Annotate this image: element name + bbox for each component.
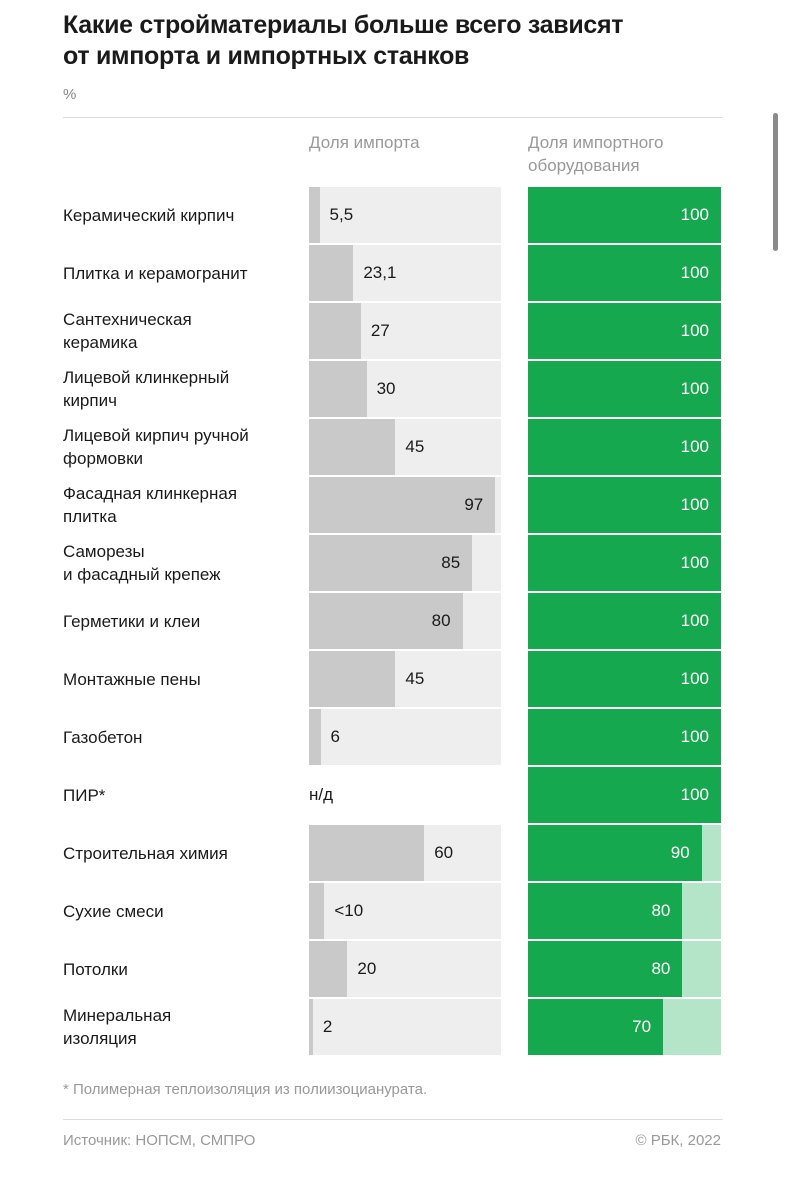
category-label: Саморезы и фасадный крепеж bbox=[63, 542, 221, 584]
column-header: Доля импорта bbox=[309, 133, 420, 152]
bar bbox=[309, 303, 361, 359]
bar bbox=[528, 419, 721, 475]
value-label: 60 bbox=[434, 843, 454, 862]
value-label: 20 bbox=[357, 959, 377, 978]
bar bbox=[528, 187, 721, 243]
divider bbox=[63, 117, 723, 118]
bar-background bbox=[309, 999, 501, 1055]
value-label: 45 bbox=[405, 669, 425, 688]
bar-background bbox=[309, 709, 501, 765]
scrollbar bbox=[773, 113, 778, 251]
value-label: 100 bbox=[680, 727, 709, 746]
category-label: Герметики и клеи bbox=[63, 611, 201, 631]
value-label: 100 bbox=[680, 495, 709, 514]
category-label: Лицевой кирпич ручной формовки bbox=[63, 426, 249, 468]
bar bbox=[528, 709, 721, 765]
value-label: 23,1 bbox=[363, 263, 397, 282]
bar bbox=[309, 245, 354, 301]
category-label: Лицевой клинкерный кирпич bbox=[63, 368, 230, 410]
bar bbox=[528, 245, 721, 301]
unit-label: % bbox=[63, 86, 77, 103]
value-label: 100 bbox=[680, 379, 709, 398]
bar bbox=[528, 361, 721, 417]
bar bbox=[309, 477, 496, 533]
value-label: н/д bbox=[309, 785, 334, 804]
divider bbox=[63, 1119, 723, 1120]
category-label: Сантехническая керамика bbox=[63, 310, 192, 352]
category-label: Фасадная клинкерная плитка bbox=[63, 484, 238, 526]
bar bbox=[309, 535, 473, 591]
value-label: <10 bbox=[334, 901, 364, 920]
bar bbox=[528, 767, 721, 823]
chart-title: Какие стройматериалы больше всего завися… bbox=[63, 11, 624, 70]
bar bbox=[528, 477, 721, 533]
value-label: 100 bbox=[680, 263, 709, 282]
bar bbox=[309, 593, 463, 649]
bar-background bbox=[309, 883, 501, 939]
category-label: Строительная химия bbox=[63, 843, 228, 863]
bar bbox=[528, 825, 702, 881]
column-header: Доля импортного оборудования bbox=[528, 133, 664, 175]
category-label: Потолки bbox=[63, 959, 128, 979]
category-label: ПИР* bbox=[63, 785, 106, 805]
bar bbox=[309, 361, 367, 417]
value-label: 100 bbox=[680, 437, 709, 456]
bar bbox=[528, 535, 721, 591]
value-label: 100 bbox=[680, 553, 709, 572]
category-label: Керамический кирпич bbox=[63, 205, 235, 225]
value-label: 80 bbox=[651, 959, 671, 978]
copyright: © РБК, 2022 bbox=[635, 1132, 721, 1149]
bar bbox=[528, 593, 721, 649]
value-label: 2 bbox=[322, 1017, 333, 1036]
value-label: 80 bbox=[431, 611, 451, 630]
bar-background bbox=[309, 187, 501, 243]
bar bbox=[528, 303, 721, 359]
bar bbox=[309, 825, 425, 881]
source: Источник: НОПСМ, СМПРО bbox=[63, 1132, 256, 1149]
value-label: 100 bbox=[680, 611, 709, 630]
bar bbox=[309, 941, 348, 997]
value-label: 100 bbox=[680, 205, 709, 224]
value-label: 100 bbox=[680, 785, 709, 804]
bar bbox=[309, 709, 321, 765]
category-label: Плитка и керамогранит bbox=[63, 263, 248, 283]
value-label: 100 bbox=[680, 669, 709, 688]
value-label: 90 bbox=[670, 843, 690, 862]
bar bbox=[309, 419, 396, 475]
category-label: Газобетон bbox=[63, 727, 143, 747]
value-label: 6 bbox=[330, 727, 340, 746]
value-label: 45 bbox=[405, 437, 425, 456]
bar bbox=[528, 941, 683, 997]
bar bbox=[528, 999, 664, 1055]
bar bbox=[309, 651, 396, 707]
bar bbox=[309, 999, 313, 1055]
value-label: 5,5 bbox=[329, 205, 354, 224]
value-label: 100 bbox=[680, 321, 709, 340]
value-label: 30 bbox=[376, 379, 396, 398]
bar bbox=[528, 883, 683, 939]
category-label: Монтажные пены bbox=[63, 669, 201, 689]
bar bbox=[309, 883, 325, 939]
value-label: 27 bbox=[370, 321, 390, 340]
footnote: * Полимерная теплоизоляция из полиизоциа… bbox=[63, 1081, 428, 1098]
bar bbox=[309, 187, 320, 243]
category-label: Сухие смеси bbox=[63, 901, 164, 921]
value-label: 85 bbox=[441, 553, 461, 572]
value-label: 97 bbox=[464, 495, 484, 514]
bar bbox=[528, 651, 721, 707]
category-label: Минеральная изоляция bbox=[63, 1006, 172, 1048]
value-label: 80 bbox=[651, 901, 671, 920]
value-label: 70 bbox=[632, 1017, 652, 1036]
